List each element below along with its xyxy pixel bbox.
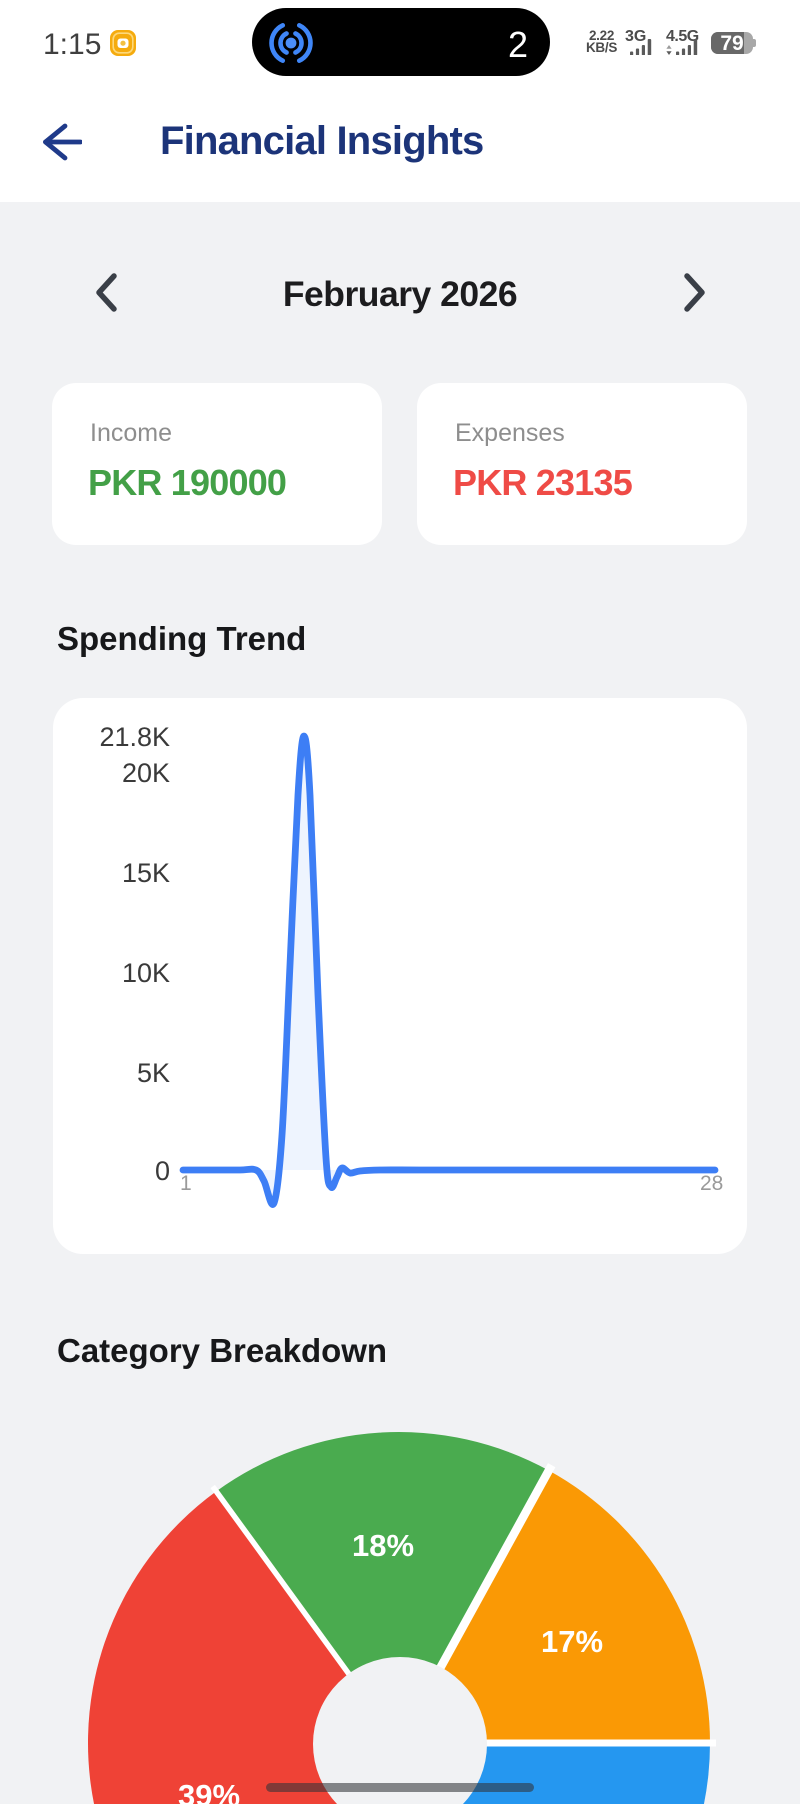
svg-text:17%: 17%: [541, 1624, 603, 1659]
svg-text:39%: 39%: [178, 1778, 240, 1804]
svg-text:18%: 18%: [352, 1528, 414, 1563]
